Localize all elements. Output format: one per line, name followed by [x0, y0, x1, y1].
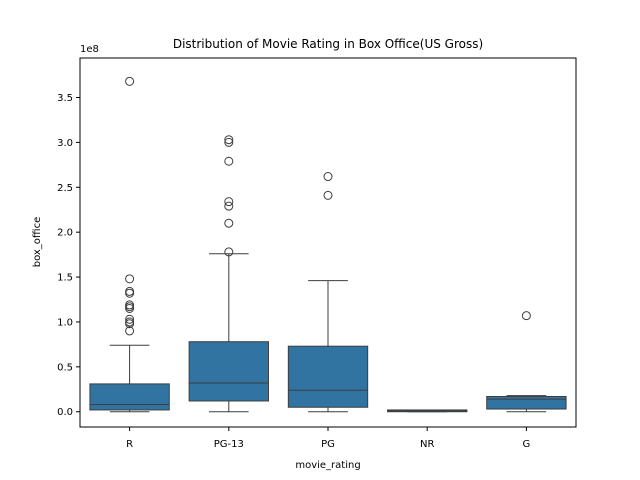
x-tick-label: G [523, 439, 531, 450]
outlier-point [224, 197, 234, 207]
box-group-r [89, 76, 170, 413]
outlier-point [125, 288, 135, 298]
y-tick-label: 3.0 [57, 138, 73, 149]
outlier-point [224, 247, 234, 257]
y-tick-label: 2.5 [57, 183, 73, 194]
plot-area [89, 76, 567, 413]
outlier-point [125, 274, 135, 284]
outlier-point [323, 172, 333, 182]
outlier-point [125, 319, 135, 329]
box-iqr [89, 383, 170, 411]
x-tick-label: NR [420, 439, 434, 450]
box-iqr [188, 341, 269, 402]
x-axis-label: movie_rating [295, 460, 360, 471]
x-tick-label: PG [321, 439, 335, 450]
box-group-g [486, 311, 567, 413]
chart-title: Distribution of Movie Rating in Box Offi… [173, 37, 483, 51]
y-tick-label: 3.5 [57, 93, 73, 104]
outlier-point [125, 303, 135, 313]
outlier-point [125, 286, 135, 296]
outlier-point [224, 218, 234, 228]
outlier-point [224, 201, 234, 211]
box-group-nr [387, 409, 468, 413]
y-tick-label: 2.0 [57, 228, 73, 239]
y-axis-multiplier-text: 1e8 [80, 44, 99, 55]
outlier-point [224, 156, 234, 166]
y-axis: 0.0 0.5 1.0 1.5 2.0 2.5 3.0 3.5 [57, 93, 80, 418]
box-group-pg-13 [188, 135, 269, 413]
y-tick-label: 0.5 [57, 362, 73, 373]
outlier-point [521, 311, 531, 321]
outlier-point [125, 326, 135, 336]
box-iqr [287, 345, 369, 408]
outlier-point [125, 302, 135, 312]
y-tick-label: 1.0 [57, 317, 73, 328]
outlier-point [125, 76, 135, 86]
box-group-pg [287, 172, 369, 413]
outlier-point [323, 190, 333, 200]
outlier-point [224, 137, 234, 147]
box-iqr [486, 395, 567, 410]
y-axis-multiplier: 1e8 [80, 44, 99, 55]
x-tick-label: PG-13 [214, 439, 244, 450]
y-axis-label: box_office [32, 217, 43, 268]
y-tick-label: 1.5 [57, 273, 73, 284]
x-tick-label: R [126, 439, 133, 450]
outlier-point [224, 135, 234, 145]
y-tick-label: 0.0 [57, 407, 73, 418]
outlier-point [125, 314, 135, 324]
x-axis: R PG-13 PG NR G [126, 427, 530, 450]
